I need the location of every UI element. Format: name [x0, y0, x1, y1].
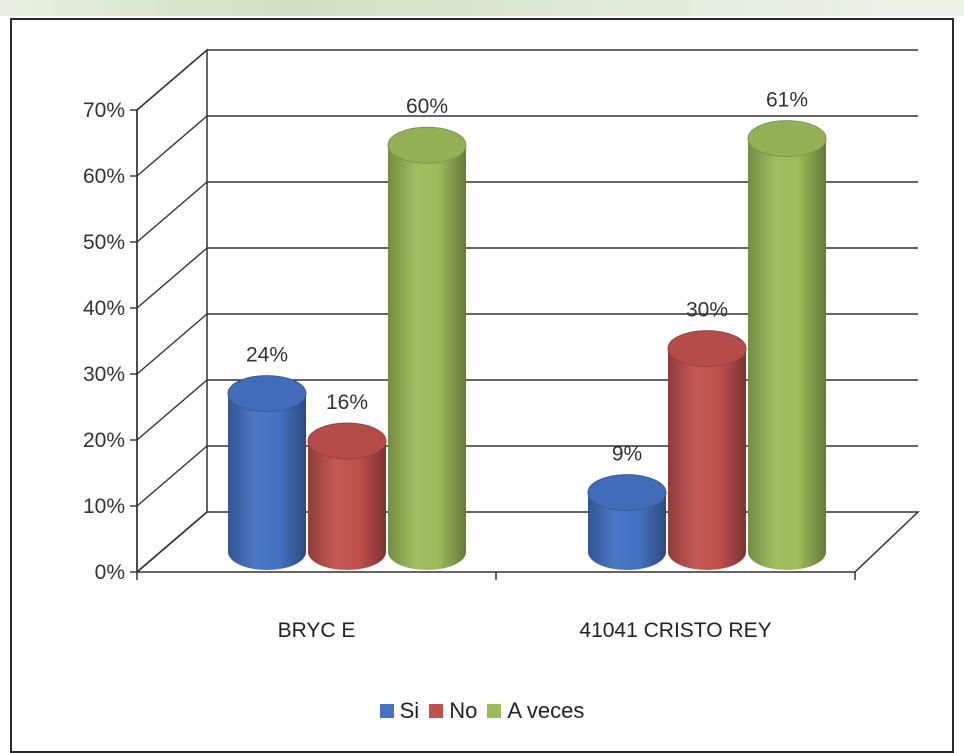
gridline-depth [136, 49, 208, 111]
gridline-depth [136, 379, 208, 441]
y-axis-ticks: 0% 10% 20% 30% 40% 50% 60% 70% [83, 99, 137, 584]
bar-top [387, 126, 467, 164]
data-label: 16% [326, 391, 368, 414]
y-tick-label: 10% [83, 495, 125, 518]
data-label: 30% [686, 299, 728, 322]
category-label: 41041 CRISTO REY [579, 619, 771, 642]
data-label: 24% [246, 344, 288, 367]
bar-no-1 [667, 330, 747, 570]
legend-item-no: No [429, 698, 477, 724]
legend-label-no: No [449, 698, 478, 723]
y-tick-label: 70% [83, 99, 125, 122]
bar-body [228, 393, 306, 570]
bar-no-0 [307, 422, 387, 570]
legend-label-a-veces: A veces [507, 698, 585, 723]
bar-si-0 [227, 375, 307, 570]
bar-body [748, 138, 826, 570]
floor-edge [136, 511, 920, 573]
y-tick-label: 60% [83, 165, 125, 188]
bar-body [588, 492, 666, 570]
y-tick-label: 50% [83, 231, 125, 254]
watermark-strip [0, 0, 964, 16]
data-label: 60% [406, 95, 448, 118]
y-tick-label: 30% [83, 363, 125, 386]
y-tick-label: 0% [95, 561, 125, 584]
legend: Si No A veces [0, 694, 964, 728]
legend-swatch-a-veces [487, 704, 502, 718]
bar-si-1 [587, 474, 667, 570]
x-axis [136, 110, 856, 580]
category-labels: BRYC E 41041 CRISTO REY [278, 619, 772, 642]
bar-top [747, 120, 827, 158]
legend-swatch-no [429, 704, 444, 718]
bar-a-veces-1 [747, 120, 827, 570]
gridline-depth [136, 247, 208, 309]
legend-swatch-si [379, 704, 394, 718]
gridline-depth [136, 115, 208, 177]
category-label: BRYC E [278, 619, 356, 642]
bar-top [307, 422, 387, 460]
y-tick-label: 20% [83, 429, 125, 452]
bar-a-veces-0 [387, 126, 467, 570]
gridline-depth [136, 445, 208, 507]
bar-top [587, 474, 667, 512]
bar-body [668, 348, 746, 570]
y-tick-label: 40% [83, 297, 125, 320]
gridline-depth [136, 313, 208, 375]
side-wall [136, 48, 208, 574]
legend-label-si: Si [399, 698, 420, 723]
bar-top [227, 375, 307, 413]
bars [227, 120, 827, 570]
data-labels: 24% 16% 60% 9% 30% 61% [246, 89, 808, 466]
bar-body [388, 145, 466, 570]
data-label: 61% [766, 89, 808, 112]
legend-item-a-veces: A veces [487, 698, 584, 724]
bar-top [667, 330, 747, 368]
data-label: 9% [612, 443, 642, 466]
gridline-depth [136, 181, 208, 243]
bar-body [308, 441, 386, 570]
legend-item-si: Si [379, 698, 420, 724]
